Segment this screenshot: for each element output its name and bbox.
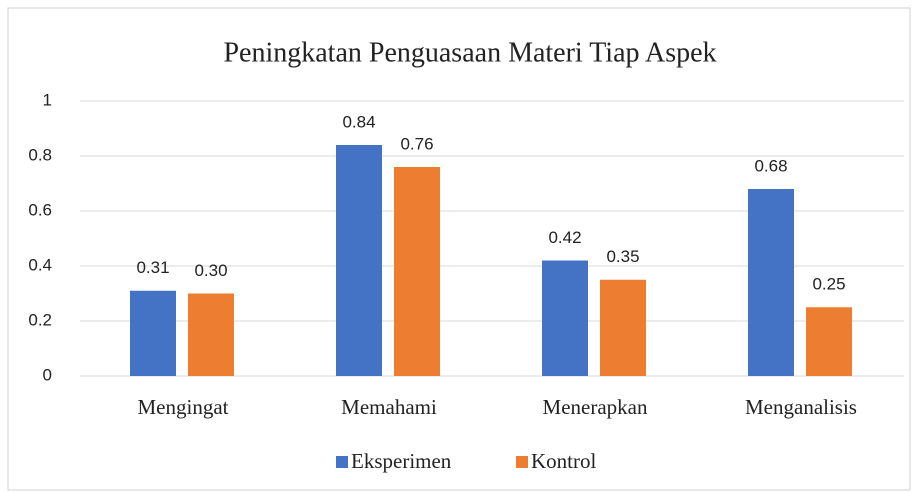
y-tick-label: 0.4 <box>28 255 52 274</box>
x-tick-label: Memahami <box>341 395 437 419</box>
bar <box>336 145 382 376</box>
legend-label: Eksperimen <box>351 449 452 473</box>
bar <box>748 189 794 376</box>
data-label: 0.35 <box>606 247 639 266</box>
bar <box>130 290 176 376</box>
bar <box>600 279 646 376</box>
data-label: 0.76 <box>400 134 433 153</box>
y-tick-label: 0.6 <box>28 200 52 219</box>
x-tick-label: Menganalisis <box>745 395 857 419</box>
data-label: 0.30 <box>194 261 227 280</box>
bar <box>542 260 588 376</box>
data-label: 0.68 <box>754 156 787 175</box>
x-tick-label: Menerapkan <box>543 395 648 419</box>
y-tick-label: 0.8 <box>28 145 52 164</box>
y-tick-label: 0.2 <box>28 310 52 329</box>
legend-swatch <box>516 456 528 468</box>
data-label: 0.31 <box>136 258 169 277</box>
bar <box>806 307 852 376</box>
data-label: 0.25 <box>812 275 845 294</box>
data-label: 0.42 <box>548 228 581 247</box>
y-tick-label: 1 <box>43 90 52 109</box>
data-label: 0.84 <box>342 112 375 131</box>
y-tick-label: 0 <box>43 365 52 384</box>
bar <box>188 293 234 376</box>
x-tick-label: Mengingat <box>138 395 229 419</box>
legend-label: Kontrol <box>531 449 596 473</box>
legend-swatch <box>336 456 348 468</box>
chart-title: Peningkatan Penguasaan Materi Tiap Aspek <box>223 37 716 68</box>
bar <box>394 167 440 376</box>
